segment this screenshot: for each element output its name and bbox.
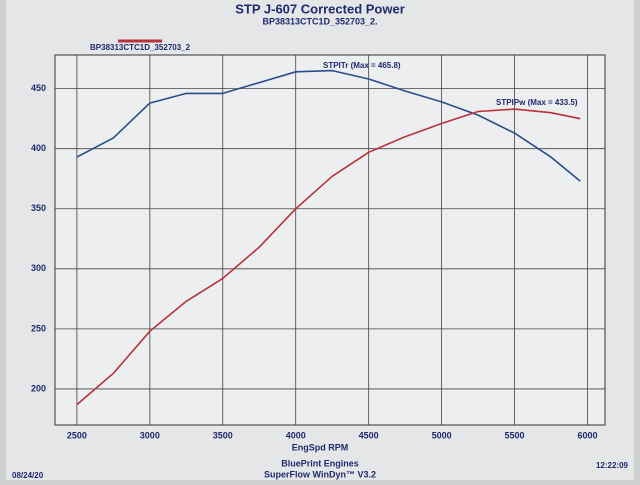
chart-subtitle: BP38313CTC1D_352703_2. <box>262 16 377 26</box>
time: 12:22:09 <box>596 461 629 470</box>
annotation: STPIPw (Max = 433.5) <box>496 98 578 107</box>
legend-label: BP38313CTC1D_352703_2 <box>90 43 191 52</box>
x-tick-label: 6000 <box>577 430 597 440</box>
x-tick-label: 3000 <box>140 430 160 440</box>
y-tick-label: 350 <box>31 203 46 213</box>
date: 08/24/20 <box>12 471 44 480</box>
y-tick-label: 250 <box>31 323 46 333</box>
footer-line: BluePrint Engines <box>281 458 359 468</box>
series-line <box>76 108 581 406</box>
x-tick-label: 4000 <box>286 430 306 440</box>
y-tick-label: 400 <box>31 143 46 153</box>
x-tick-label: 2500 <box>67 430 87 440</box>
x-tick-label: 5000 <box>432 430 452 440</box>
y-tick-label: 300 <box>31 263 46 273</box>
x-axis-label: EngSpd RPM <box>292 442 349 452</box>
x-tick-label: 3500 <box>213 430 233 440</box>
annotation: STPITr (Max = 465.8) <box>323 61 401 70</box>
y-tick-label: 200 <box>31 383 46 393</box>
plot-area <box>54 54 606 426</box>
x-tick-label: 4500 <box>359 430 379 440</box>
chart-title: STP J-607 Corrected Power <box>235 1 405 16</box>
y-tick-label: 450 <box>31 83 46 93</box>
footer-line: SuperFlow WinDyn™ V3.2 <box>264 469 376 479</box>
x-tick-label: 5500 <box>505 430 525 440</box>
series-line <box>76 69 581 182</box>
